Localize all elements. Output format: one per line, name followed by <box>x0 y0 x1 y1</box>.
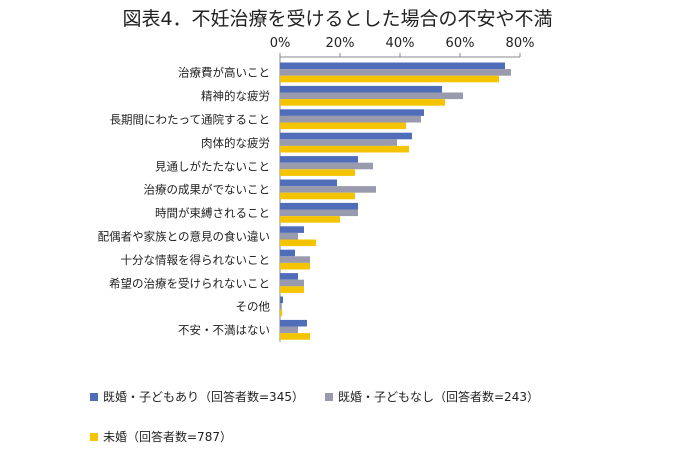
bar <box>280 202 358 210</box>
legend-label: 未婚（回答者数=787） <box>103 430 232 444</box>
bar <box>280 273 298 280</box>
bar <box>280 239 316 247</box>
bar <box>280 145 409 153</box>
bar <box>280 303 282 310</box>
category-label: 希望の治療を受けられないこと <box>109 276 270 290</box>
bar <box>280 62 505 70</box>
bar <box>280 156 358 163</box>
category-label: 不安・不満はない <box>178 323 270 337</box>
bar <box>280 179 337 187</box>
bar <box>280 279 304 287</box>
bar <box>280 99 445 106</box>
category-label: 時間が束縛されること <box>155 206 270 220</box>
x-tick-label: 80% <box>506 36 535 51</box>
bar <box>280 333 310 340</box>
category-label: 長期間にわたって通院すること <box>110 113 270 127</box>
category-label: 肉体的な疲労 <box>201 136 270 150</box>
bar <box>280 326 298 334</box>
x-tick-label: 40% <box>386 36 415 51</box>
category-label: その他 <box>236 300 271 314</box>
x-tick-label: 60% <box>446 36 475 51</box>
bar <box>280 115 421 123</box>
bar <box>280 232 298 240</box>
chart-title: 図表4．不妊治療を受けるとした場合の不安や不満 <box>122 8 553 30</box>
legend-item-2: 未婚（回答者数=787） <box>90 428 232 445</box>
legend-item-1: 既婚・子どもなし（回答者数=243） <box>325 388 539 405</box>
bar <box>280 162 373 170</box>
bar <box>280 296 283 304</box>
x-tick-label: 0% <box>270 36 291 51</box>
bar <box>280 92 463 100</box>
bar <box>280 85 442 93</box>
category-label: 精神的な疲労 <box>201 89 270 103</box>
bar <box>280 286 304 293</box>
category-label: 見通しがたたないこと <box>155 159 270 173</box>
bar <box>280 109 424 116</box>
x-tick-label: 20% <box>326 36 355 51</box>
legend-swatch <box>90 392 98 401</box>
legend-swatch <box>325 392 333 401</box>
bar <box>280 69 511 76</box>
bar <box>280 209 358 217</box>
legend-label: 既婚・子どもあり（回答者数=345） <box>103 390 304 404</box>
category-label: 治療の成果がでないこと <box>144 183 271 197</box>
legend-label: 既婚・子どもなし（回答者数=243） <box>338 390 539 404</box>
category-label: 配偶者や家族との意見の食い違い <box>98 230 270 244</box>
bar <box>280 262 310 270</box>
category-label: 治療費が高いこと <box>178 66 270 80</box>
bar <box>280 309 283 317</box>
bar <box>280 256 310 263</box>
legend-item-0: 既婚・子どもあり（回答者数=345） <box>90 388 304 405</box>
bar <box>280 226 304 233</box>
bar <box>280 139 397 146</box>
bar <box>280 122 406 130</box>
bar <box>280 319 307 327</box>
bar <box>280 186 376 193</box>
category-label: 十分な情報を得られないこと <box>121 253 271 267</box>
legend-swatch <box>90 432 98 441</box>
bar <box>280 249 295 257</box>
bar <box>280 216 340 223</box>
bar <box>280 132 412 140</box>
bar <box>280 192 355 200</box>
bar <box>280 75 499 83</box>
bar <box>280 169 355 176</box>
